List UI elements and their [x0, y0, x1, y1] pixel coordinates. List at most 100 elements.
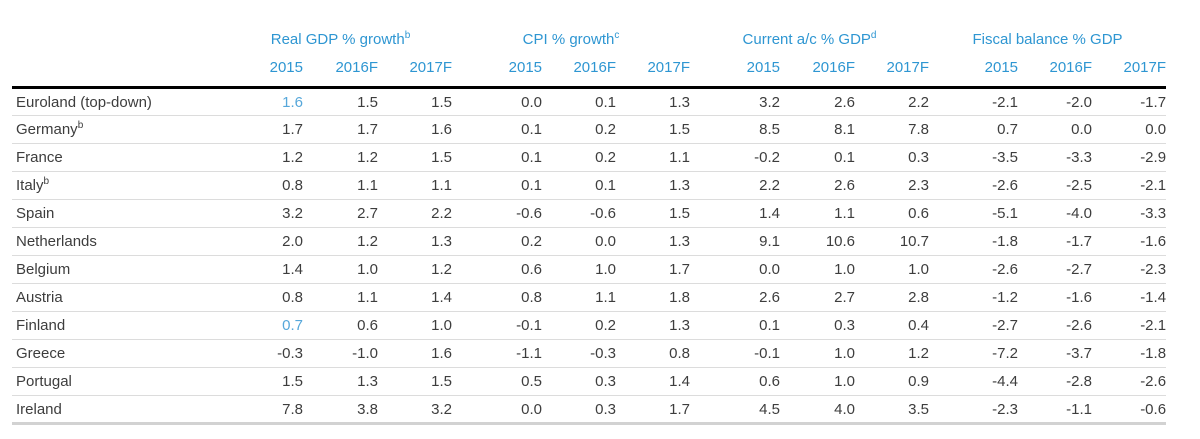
country-label: Ireland — [16, 400, 62, 418]
value-cell: -0.3 — [590, 345, 617, 362]
value-cell: -0.1 — [754, 345, 781, 362]
country-label: Italyb — [16, 176, 50, 195]
value-cell: 0.1 — [834, 149, 856, 166]
value-cell: -3.3 — [1066, 149, 1093, 166]
value-cell: 1.0 — [834, 373, 856, 390]
value-cell: 3.8 — [357, 400, 378, 418]
country-label: Euroland (top-down) — [16, 93, 152, 111]
year-column-header: 2016F — [335, 58, 378, 76]
value-cell: 0.3 — [595, 373, 617, 390]
value-cell: 10.7 — [899, 233, 930, 250]
value-cell: 1.8 — [669, 289, 691, 306]
economic-forecast-table-wrap: Real GDP % growthb CPI % growthc Current a… — [12, 14, 1200, 425]
value-cell: 0.8 — [669, 345, 691, 362]
value-cell: 1.3 — [669, 317, 691, 334]
year-column-header: 2015 — [269, 58, 303, 76]
column-group-header: Fiscal balance % GDP — [972, 31, 1123, 48]
value-cell: 0.7 — [997, 121, 1019, 138]
table-row: Italyb 0.8 1.1 1.1 0.1 0.1 1.3 2.2 2.6 2.3 -2.6 -2.… — [12, 172, 1167, 200]
table-header: Real GDP % growthb CPI % growthc Current a… — [12, 14, 1167, 88]
value-cell: 3.2 — [759, 93, 781, 111]
value-cell: 1.4 — [431, 289, 453, 306]
table-row: Euroland (top-down) 1.6 1.5 1.5 0.0 0.1 1.3 3.2… — [12, 88, 1167, 116]
year-column-header: 2015 — [508, 58, 543, 76]
value-cell: 1.5 — [431, 149, 453, 166]
table-row: Ireland 7.8 3.8 3.2 0.0 0.3 1.7 4.5 4.0 3.5 -2.3 -1… — [12, 396, 1166, 424]
table-row: Netherlands 2.0 1.2 1.3 0.2 0.0 1.3 9.1 10.6 10.7… — [12, 228, 1167, 256]
value-cell: 1.6 — [282, 93, 303, 111]
value-cell: 1.0 — [908, 261, 930, 278]
footnote-marker: b — [77, 120, 84, 131]
value-cell: 0.3 — [834, 317, 856, 334]
value-cell: -2.6 — [1066, 317, 1093, 334]
value-cell: 1.4 — [759, 205, 781, 222]
value-cell: 1.0 — [595, 261, 617, 278]
country-label: Greece — [16, 345, 66, 362]
value-cell: 2.8 — [908, 289, 930, 306]
table-row: Portugal 1.5 1.3 1.5 0.5 0.3 1.4 0.6 1.0 0.9 -4.4 -… — [12, 368, 1167, 396]
value-cell: 0.9 — [908, 373, 930, 390]
country-label: France — [16, 149, 63, 166]
value-cell: 0.7 — [282, 317, 303, 334]
table-body: Euroland (top-down) 1.6 1.5 1.5 0.0 0.1 1.3 3.2… — [12, 88, 1167, 424]
value-cell: 1.1 — [357, 177, 378, 194]
value-cell: 1.5 — [357, 93, 378, 111]
value-cell: -0.3 — [277, 345, 303, 362]
value-cell: 1.6 — [431, 345, 453, 362]
value-cell: 2.2 — [908, 93, 930, 111]
value-cell: 0.4 — [908, 317, 930, 334]
value-cell: 10.6 — [825, 233, 856, 250]
year-column-header: 2015 — [984, 58, 1019, 76]
row-label-column-spacer — [12, 52, 229, 88]
year-column-header: 2017F — [647, 58, 691, 76]
value-cell: 0.6 — [521, 261, 543, 278]
value-cell: -2.5 — [1066, 177, 1093, 194]
column-group-header-row: Real GDP % growthb CPI % growthc Current a… — [12, 14, 1166, 52]
value-cell: 1.1 — [834, 205, 856, 222]
value-cell: 1.4 — [669, 373, 691, 390]
value-cell: -1.8 — [1140, 345, 1167, 362]
value-cell: -1.6 — [1140, 233, 1167, 250]
column-group-header: Current a/c % GDPd — [742, 30, 877, 49]
value-cell: 7.8 — [282, 400, 303, 418]
value-cell: 0.3 — [595, 400, 617, 418]
value-cell: -1.8 — [992, 233, 1019, 250]
table-row: Greece -0.3 -1.0 1.6 -1.1 -0.3 0.8 -0.1 1.0 1.2 -7… — [12, 340, 1167, 368]
value-cell: 1.5 — [282, 373, 303, 390]
value-cell: 1.4 — [282, 261, 303, 278]
value-cell: -1.0 — [352, 345, 378, 362]
value-cell: 2.6 — [834, 177, 856, 194]
value-cell: -1.2 — [992, 289, 1019, 306]
value-cell: 1.0 — [357, 261, 378, 278]
value-cell: 3.2 — [282, 205, 303, 222]
value-cell: 3.5 — [908, 400, 930, 418]
value-cell: 2.7 — [834, 289, 856, 306]
value-cell: 7.8 — [908, 121, 930, 138]
value-cell: 9.1 — [759, 233, 781, 250]
country-label: Belgium — [16, 261, 71, 278]
value-cell: 1.0 — [834, 345, 856, 362]
value-cell: 0.0 — [521, 400, 543, 418]
value-cell: 1.3 — [669, 177, 691, 194]
value-cell: -0.6 — [516, 205, 543, 222]
value-cell: -2.1 — [1140, 317, 1167, 334]
value-cell: 1.3 — [669, 93, 691, 111]
value-cell: 1.2 — [282, 149, 303, 166]
column-group-header: Real GDP % growthb — [270, 30, 411, 49]
value-cell: -2.7 — [1066, 261, 1093, 278]
value-cell: 1.1 — [595, 289, 617, 306]
value-cell: 1.2 — [357, 233, 378, 250]
year-column-header: 2016F — [573, 58, 617, 76]
value-cell: 0.3 — [908, 149, 930, 166]
value-cell: 1.0 — [431, 317, 453, 334]
footnote-marker: c — [614, 30, 620, 41]
value-cell: -1.7 — [1140, 93, 1167, 111]
value-cell: -4.0 — [1066, 205, 1093, 222]
value-cell: 0.2 — [521, 233, 543, 250]
value-cell: -2.8 — [1066, 373, 1093, 390]
value-cell: 0.0 — [1145, 121, 1167, 138]
value-cell: -2.1 — [992, 93, 1019, 111]
value-cell: 4.0 — [834, 400, 856, 418]
value-cell: 0.2 — [595, 121, 617, 138]
value-cell: 1.7 — [669, 261, 691, 278]
